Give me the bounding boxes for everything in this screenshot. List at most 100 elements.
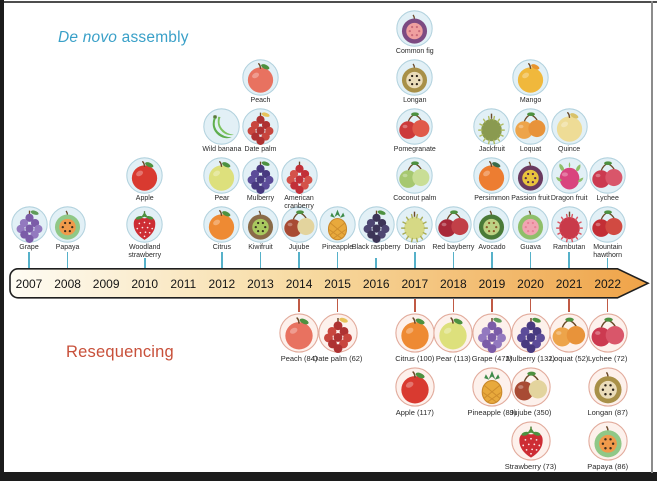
fruit-label: Grape (19, 244, 39, 251)
fruit-peach: Peach (229, 58, 291, 105)
fruit-label: Passion fruit (511, 195, 550, 202)
timeline-tick-top-2022 (606, 258, 609, 268)
fruit-rambutan: Rambutan (538, 205, 600, 252)
fruit-lychee-72: Lychee (72) (577, 313, 639, 363)
fruit-quince: Quince (538, 107, 600, 154)
fruit-longan: Longan (384, 58, 446, 105)
fruit-label: Guava (520, 244, 541, 251)
dragon-fruit-icon (550, 156, 588, 194)
peach-icon (242, 58, 279, 96)
fruit-loquat: Loquat (500, 107, 562, 154)
longan-icon (396, 58, 433, 96)
fruit-label: Wild banana (202, 146, 242, 153)
common-fig-icon (396, 9, 433, 47)
fruit-dragon-fruit: Dragon fruit (538, 156, 600, 203)
resequencing-section-title: Resequencing (66, 343, 174, 361)
fruit-apple-117: Apple (117) (384, 367, 446, 417)
american-cranberry-icon (280, 156, 318, 194)
kiwifruit-icon (242, 205, 279, 243)
lychee-icon (589, 156, 626, 194)
passion-fruit-icon (512, 156, 549, 194)
fruit-label: Rambutan (552, 244, 586, 251)
date-palm-icon (242, 107, 279, 145)
fruit-label: Mountain hawthorn (593, 244, 623, 259)
fruit-pear: Pear (191, 156, 253, 203)
timeline-tick-top-2008 (66, 251, 69, 268)
fruit-jujube-350: Jujube (350) (500, 367, 562, 417)
fruit-label: Quince (558, 146, 581, 153)
timeline-tick-top-2017 (414, 251, 416, 268)
guava-icon (512, 205, 549, 243)
timeline-tick-top-2020 (529, 251, 532, 268)
fruit-coconut-palm: Coconut palm (384, 156, 446, 203)
wild-banana-icon (203, 107, 241, 145)
fruit-passion-fruit: Passion fruit (500, 156, 562, 203)
fruit-mountain-hawthorn: Mountain hawthorn (577, 205, 639, 260)
jackfruit-icon (473, 107, 511, 145)
fruit-label: Jackfruit (478, 146, 505, 153)
fruit-label: Pineapple (89) (467, 407, 517, 417)
black-raspberry-icon (358, 205, 395, 243)
fruit-mango: Mango (500, 58, 562, 105)
fruit-label: Longan (403, 97, 427, 104)
frame-border-bottom (0, 472, 657, 481)
apple-icon (126, 156, 163, 194)
frame-border-left (0, 0, 4, 481)
longan-87-icon (588, 367, 628, 407)
fruit-label: Date palm (244, 146, 277, 153)
timeline-tick-top-2007 (28, 251, 30, 268)
fruit-pomegranate: Pomegranate (384, 107, 446, 154)
fruit-jujube: Jujube (268, 205, 330, 252)
fruit-durian: Durian (384, 205, 446, 252)
fruit-label: Longan (87) (587, 407, 628, 417)
timeline-tick-bottom-2014 (298, 298, 300, 313)
timeline-tick-bottom-2015 (336, 298, 339, 313)
fruit-label: Papaya (86) (587, 461, 629, 471)
timeline-tick-bottom-2021 (568, 298, 570, 313)
mountain-hawthorn-icon (589, 205, 626, 243)
citrus-icon (203, 205, 241, 243)
fruit-apple: Apple (114, 156, 176, 203)
strawberry-73-icon (510, 421, 551, 461)
fruit-mulberry: Mulberry (229, 156, 291, 203)
papaya-icon (49, 205, 86, 243)
fruit-label: Dragon fruit (550, 195, 588, 202)
pear-icon (203, 156, 241, 194)
peach-84-icon (279, 313, 319, 353)
fruit-common-fig: Common fig (384, 9, 446, 56)
fruit-label: Pear (214, 195, 230, 202)
fruit-american-cranberry: American cranberry (268, 156, 330, 211)
red-bayberry-icon (435, 205, 472, 243)
fruit-pineapple-89: Pineapple (89) (461, 367, 523, 417)
durian-icon (396, 205, 433, 243)
fruit-label: Papaya (55, 244, 80, 251)
fruit-label: Kiwifruit (248, 244, 273, 251)
fruit-label: Lychee (72) (588, 353, 628, 363)
assembly-section-title: De novo assembly (58, 29, 189, 47)
fruit-lychee: Lychee (577, 156, 639, 203)
pineapple-icon (319, 205, 356, 243)
timeline-tick-top-2019 (491, 251, 493, 268)
fruit-grape: Grape (0, 205, 60, 252)
fruit-red-bayberry: Red bayberry (422, 205, 484, 252)
fruit-label: Pear (113) (435, 353, 471, 363)
mulberry-icon (242, 156, 279, 194)
timeline-tick-top-2016 (375, 258, 377, 268)
pineapple-89-icon (472, 367, 512, 407)
fruit-label: Date palm (62) (312, 353, 363, 363)
fruit-label: Mulberry (132) (506, 353, 555, 363)
fruit-guava: Guava (500, 205, 562, 252)
persimmon-icon (473, 156, 511, 194)
timeline-tick-top-2014 (298, 251, 300, 268)
frame-border-top (0, 1, 657, 3)
jujube-350-icon (510, 367, 551, 407)
fruit-label: Avocado (478, 244, 506, 251)
fruit-label: Woodland strawberry (128, 244, 162, 259)
loquat-icon (512, 107, 549, 145)
jujube-icon (280, 205, 318, 243)
frame-border-right (651, 1, 653, 473)
fruit-strawberry-73: Strawberry (73) (500, 421, 562, 471)
fruit-label: Peach (84) (280, 353, 318, 363)
